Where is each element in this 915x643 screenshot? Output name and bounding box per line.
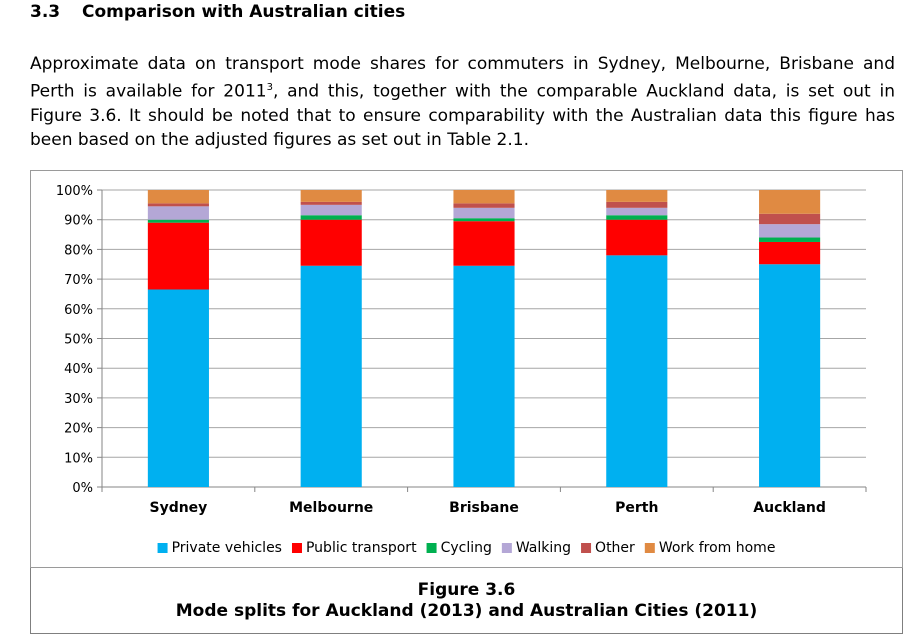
footnote-reference[interactable]: 3 <box>266 82 273 93</box>
bar-segment-walking <box>300 204 362 216</box>
x-category-label: Perth <box>615 500 658 516</box>
bar-segment-other <box>759 213 821 225</box>
bar-segment-private-vehicles <box>453 265 515 487</box>
y-tick-label: 50% <box>64 333 93 348</box>
legend-swatch <box>157 543 168 553</box>
y-tick-label: 100% <box>56 184 93 199</box>
y-tick-label: 80% <box>64 243 93 258</box>
bar-segment-public-transport <box>453 221 515 266</box>
legend-swatch <box>581 543 592 553</box>
bar-segment-work-from-home <box>606 190 668 202</box>
bar-segment-other <box>606 201 668 208</box>
y-tick-label: 30% <box>64 392 93 407</box>
legend-label: Public transport <box>306 540 417 556</box>
legend-swatch <box>501 543 512 553</box>
y-tick-label: 20% <box>64 422 93 437</box>
bar-segment-cycling <box>147 219 209 223</box>
figure-label: Figure 3.6 <box>417 580 516 600</box>
bar-segment-public-transport <box>147 222 209 290</box>
y-tick-label: 10% <box>64 451 93 466</box>
bar-segment-walking <box>606 207 668 216</box>
bar-segment-walking <box>147 206 209 220</box>
intro-text-part-1: Approximate data on transport mode share… <box>30 54 895 102</box>
figure-title: Mode splits for Auckland (2013) and Aust… <box>175 601 758 621</box>
chart-frame: 0% 10% 20% 30% 40% 50% 60% 70% 80% 90% 100% Sydney M… <box>30 170 903 568</box>
bar-segment-cycling <box>606 215 668 220</box>
y-tick-label: 90% <box>64 214 93 229</box>
legend-label: Work from home <box>659 540 776 556</box>
bar-segment-other <box>453 203 515 208</box>
bar-segment-cycling <box>759 237 821 242</box>
legend-swatch <box>426 543 437 553</box>
bar-segment-walking <box>453 207 515 219</box>
legend-label: Other <box>595 540 635 556</box>
figure-caption: Figure 3.6 Mode splits for Auckland (201… <box>30 568 903 634</box>
x-category-label: Brisbane <box>449 500 519 516</box>
section-number: 3.3 <box>30 2 61 22</box>
y-tick-label: 0% <box>72 481 93 496</box>
bar-segment-other <box>147 203 209 207</box>
x-category-label: Melbourne <box>289 500 373 516</box>
bar-segment-work-from-home <box>453 190 515 204</box>
legend-label: Cycling <box>441 540 492 556</box>
bar-segment-private-vehicles <box>300 265 362 487</box>
bar-segment-public-transport <box>606 219 668 256</box>
legend-label: Walking <box>516 540 571 556</box>
bar-segment-public-transport <box>300 219 362 266</box>
bar-segment-private-vehicles <box>759 264 821 487</box>
bar-segment-walking <box>759 224 821 238</box>
legend-swatch <box>644 543 655 553</box>
bar-segment-work-from-home <box>759 190 821 214</box>
bar-segment-private-vehicles <box>606 255 668 487</box>
bar-segment-work-from-home <box>147 190 209 204</box>
legend-swatch <box>291 543 302 553</box>
bar-segment-cycling <box>453 218 515 222</box>
bar-segment-cycling <box>300 215 362 220</box>
y-tick-label: 60% <box>64 303 93 318</box>
bar-segment-other <box>300 201 362 205</box>
bar-segment-private-vehicles <box>147 289 209 487</box>
legend: Private vehicles Public transport Cycling W… <box>157 540 776 556</box>
stacked-bar-chart: 0% 10% 20% 30% 40% 50% 60% 70% 80% 90% 100% Sydney M… <box>56 184 867 556</box>
section-heading: 3.3 Comparison with Australian cities <box>30 2 405 22</box>
section-title: Comparison with Australian cities <box>82 2 406 22</box>
intro-paragraph: Approximate data on transport mode share… <box>30 52 895 152</box>
x-category-label: Auckland <box>753 500 826 516</box>
intro-text-part-2: , and this, together with the comparable… <box>30 81 895 150</box>
y-tick-label: 40% <box>64 362 93 377</box>
y-tick-label: 70% <box>64 273 93 288</box>
bar-segment-work-from-home <box>300 190 362 202</box>
bar-segment-public-transport <box>759 241 821 265</box>
legend-label: Private vehicles <box>172 540 282 556</box>
x-category-label: Sydney <box>149 500 207 516</box>
